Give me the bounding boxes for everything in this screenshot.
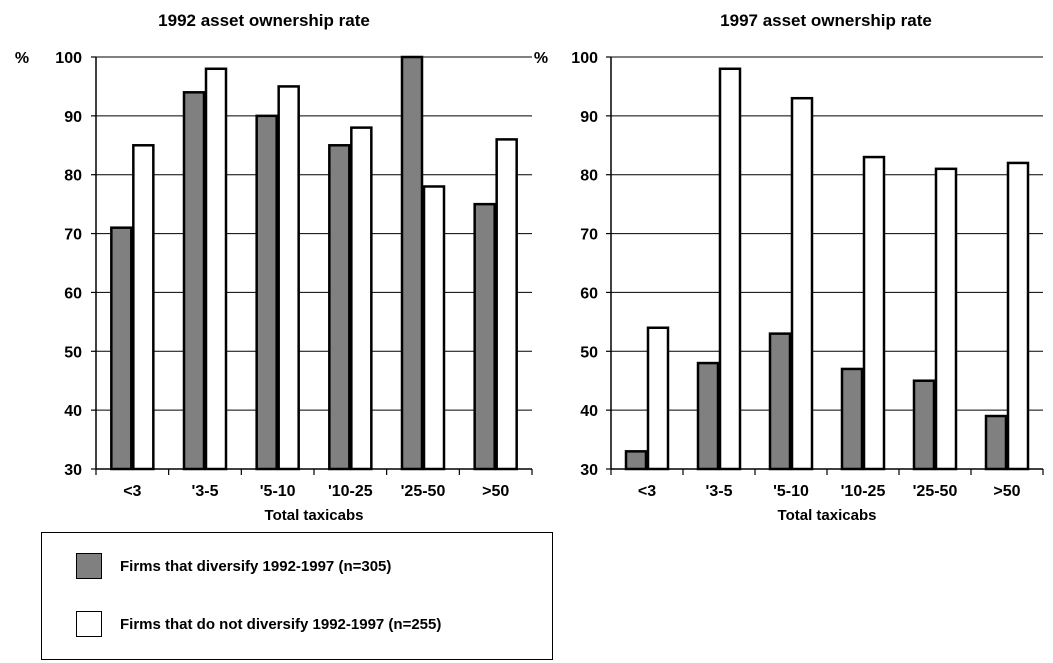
y-tick-label-1997-70: 70 bbox=[580, 227, 598, 244]
bar-1997-diversify-2 bbox=[768, 332, 792, 471]
y-tick-label-1997-30: 30 bbox=[580, 462, 598, 479]
bar-1992-not-diversify-1 bbox=[204, 67, 228, 471]
y-tick-label-1997-50: 50 bbox=[580, 344, 598, 361]
bar-1992-diversify-5 bbox=[473, 202, 496, 471]
bar-1992-diversify-4 bbox=[400, 55, 424, 471]
legend-swatch-diversify bbox=[76, 553, 102, 579]
bar-1997-not-diversify-4 bbox=[934, 167, 958, 471]
x-tick-label-1992-1: '3-5 bbox=[192, 483, 219, 500]
legend-label-diversify: Firms that diversify 1992-1997 (n=305) bbox=[120, 557, 392, 575]
legend: Firms that diversify 1992-1997 (n=305) F… bbox=[41, 532, 553, 660]
bar-1997-not-diversify-0 bbox=[646, 326, 670, 471]
y-tick-label-1997-40: 40 bbox=[580, 403, 598, 420]
y-tick-label-1992-40: 40 bbox=[64, 403, 82, 420]
bar-1992-diversify-1 bbox=[182, 91, 206, 471]
bar-1997-not-diversify-2 bbox=[790, 96, 814, 471]
bar-1997-diversify-0 bbox=[624, 450, 648, 471]
y-tick-label-1992-30: 30 bbox=[64, 462, 82, 479]
bar-1997-diversify-4 bbox=[912, 379, 936, 471]
x-axis-label-1992: Total taxicabs bbox=[265, 507, 364, 524]
x-tick-label-1997-3: '10-25 bbox=[841, 483, 886, 500]
bar-1992-not-diversify-2 bbox=[277, 85, 300, 471]
bar-1992-not-diversify-5 bbox=[495, 138, 518, 471]
bar-1997-diversify-3 bbox=[840, 367, 864, 471]
y-axis-label-1997: % bbox=[534, 50, 548, 67]
y-tick-label-1992-60: 60 bbox=[64, 285, 82, 302]
y-axis-label-1992: % bbox=[15, 50, 29, 67]
y-tick-label-1992-50: 50 bbox=[64, 344, 82, 361]
x-tick-label-1992-4: '25-50 bbox=[401, 483, 446, 500]
x-tick-label-1992-2: '5-10 bbox=[260, 483, 296, 500]
bar-1992-not-diversify-3 bbox=[350, 126, 373, 471]
x-axis-label-1997: Total taxicabs bbox=[778, 507, 877, 524]
bar-1997-diversify-1 bbox=[696, 361, 720, 471]
y-tick-label-1997-100: 100 bbox=[571, 50, 598, 67]
bar-1997-not-diversify-1 bbox=[718, 67, 742, 471]
y-tick-label-1992-100: 100 bbox=[55, 50, 82, 67]
legend-label-not-diversify: Firms that do not diversify 1992-1997 (n… bbox=[120, 615, 442, 633]
y-tick-label-1997-90: 90 bbox=[580, 109, 598, 126]
legend-item-diversify: Firms that diversify 1992-1997 (n=305) bbox=[76, 553, 391, 579]
x-tick-label-1992-5: >50 bbox=[482, 483, 509, 500]
x-tick-label-1997-2: '5-10 bbox=[773, 483, 809, 500]
x-tick-label-1997-1: '3-5 bbox=[706, 483, 733, 500]
bar-1997-not-diversify-5 bbox=[1006, 161, 1030, 471]
legend-item-not-diversify: Firms that do not diversify 1992-1997 (n… bbox=[76, 611, 441, 637]
chart-title-1997: 1997 asset ownership rate bbox=[720, 11, 932, 30]
chart-title-1992: 1992 asset ownership rate bbox=[158, 11, 370, 30]
y-tick-label-1992-70: 70 bbox=[64, 227, 82, 244]
x-tick-label-1997-4: '25-50 bbox=[913, 483, 958, 500]
x-tick-label-1992-3: '10-25 bbox=[328, 483, 373, 500]
y-tick-label-1992-80: 80 bbox=[64, 168, 82, 185]
x-tick-label-1992-0: <3 bbox=[123, 483, 141, 500]
y-tick-label-1992-90: 90 bbox=[64, 109, 82, 126]
bar-1992-not-diversify-4 bbox=[422, 185, 446, 471]
bar-1992-not-diversify-0 bbox=[132, 144, 155, 471]
x-tick-label-1997-5: >50 bbox=[993, 483, 1020, 500]
bar-1992-diversify-3 bbox=[328, 144, 351, 471]
bar-1992-diversify-0 bbox=[110, 226, 133, 471]
bar-1997-not-diversify-3 bbox=[862, 155, 886, 471]
y-tick-label-1997-60: 60 bbox=[580, 285, 598, 302]
bar-1997-diversify-5 bbox=[984, 414, 1008, 471]
x-tick-label-1997-0: <3 bbox=[638, 483, 656, 500]
bar-1992-diversify-2 bbox=[255, 114, 278, 471]
legend-swatch-not-diversify bbox=[76, 611, 102, 637]
y-tick-label-1997-80: 80 bbox=[580, 168, 598, 185]
